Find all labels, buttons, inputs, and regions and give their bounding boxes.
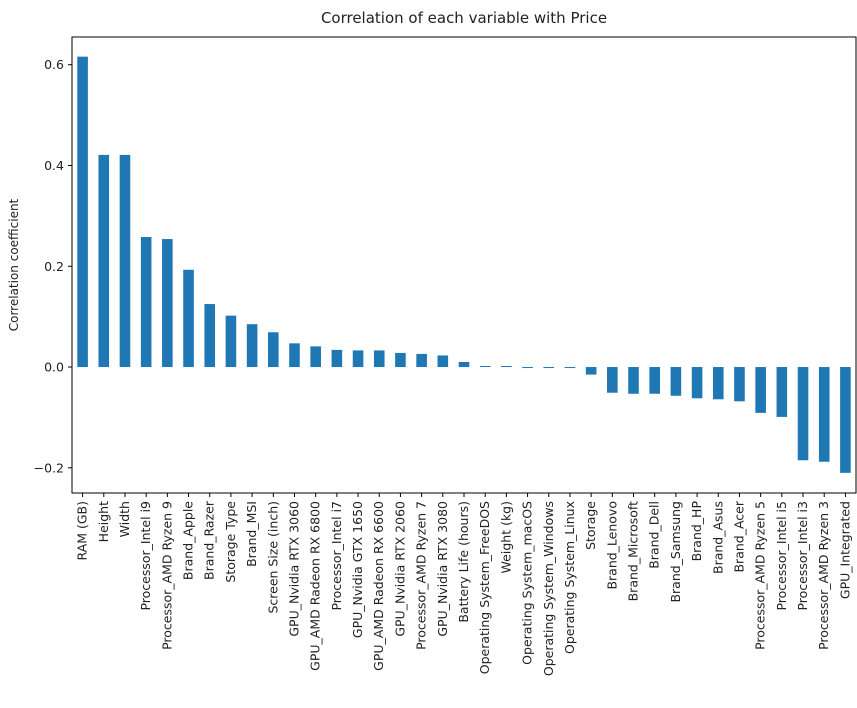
bar — [246, 324, 258, 368]
x-tick-label: Processor_Intel i9 — [138, 501, 153, 611]
x-tick-label: Brand_Microsoft — [626, 501, 641, 601]
bar — [797, 367, 809, 461]
x-tick-label: Width — [117, 501, 132, 537]
y-tick-label: −0.2 — [34, 460, 64, 475]
x-tick-label: Processor_AMD Ryzen 9 — [159, 501, 174, 650]
bar — [119, 154, 131, 368]
x-tick-label: GPU_Nvidia RTX 3060 — [286, 501, 301, 637]
x-tick-label: Height — [96, 501, 111, 542]
bar — [776, 367, 788, 417]
x-tick-label: Brand_Samsung — [668, 501, 683, 603]
bar — [607, 367, 618, 393]
bar — [670, 367, 682, 396]
x-tick-label: Weight (kg) — [498, 501, 513, 573]
bar — [289, 343, 300, 368]
x-tick-label: Processor_Intel i5 — [774, 501, 789, 611]
bar — [458, 361, 470, 368]
bar — [734, 367, 745, 402]
bar — [416, 353, 427, 368]
y-axis-label: Correlation coefficient — [7, 198, 21, 331]
bar — [225, 315, 237, 368]
plot-frame — [71, 36, 857, 494]
bar — [310, 346, 321, 368]
bar — [585, 367, 597, 375]
x-tick-label: Battery Life (hours) — [456, 501, 471, 623]
bar — [437, 355, 449, 368]
bar — [712, 367, 724, 400]
x-tick-label: Processor_Intel i3 — [795, 501, 810, 611]
x-tick-label: Brand_HP — [689, 501, 704, 562]
x-tick-label: Brand_MSI — [244, 501, 259, 567]
x-tick-label: GPU_Nvidia RTX 2060 — [392, 501, 407, 637]
x-tick-label: Brand_Razer — [202, 500, 217, 580]
bar — [395, 352, 406, 368]
y-tick-label: 0.2 — [44, 259, 64, 274]
bar — [543, 367, 555, 369]
x-tick-label: Brand_Acer — [731, 500, 746, 572]
x-tick-label: Operating System_Windows — [541, 501, 556, 676]
bar — [818, 367, 830, 462]
x-tick-label: GPU_Nvidia RTX 3080 — [435, 501, 450, 637]
bar — [691, 367, 703, 399]
bar — [268, 332, 279, 368]
x-tick-label: Brand_Dell — [647, 501, 662, 569]
x-tick-label: Processor_Intel i7 — [329, 501, 344, 611]
bar — [479, 366, 491, 368]
x-tick-label: Storage — [583, 501, 598, 550]
y-tick-label: 0.4 — [44, 158, 64, 173]
x-tick-label: Operating System_FreeDOS — [477, 501, 492, 674]
bar — [501, 366, 512, 368]
x-tick-label: RAM (GB) — [75, 501, 90, 561]
x-tick-label: Operating System_Linux — [562, 501, 577, 654]
x-tick-label: Processor_AMD Ryzen 5 — [753, 501, 768, 650]
bar — [77, 56, 88, 368]
bar — [140, 237, 152, 368]
x-axis: RAM (GB) Height Width Processor_Intel i9 Pro… — [75, 493, 852, 676]
bar — [755, 367, 766, 413]
bar — [162, 239, 173, 368]
bar — [352, 350, 364, 368]
bar — [564, 367, 576, 369]
bar — [331, 349, 343, 368]
bar — [204, 304, 216, 368]
x-tick-label: Processor_AMD Ryzen 7 — [414, 501, 429, 650]
x-tick-label: Storage Type — [223, 501, 238, 583]
y-tick-label: 0.6 — [44, 57, 64, 72]
y-axis: −0.2 0.0 0.2 0.4 0.6 — [34, 57, 72, 475]
bar — [628, 367, 639, 394]
bar — [183, 269, 194, 368]
bar — [373, 350, 385, 368]
bars — [77, 56, 851, 473]
bar — [840, 367, 851, 473]
bar — [98, 154, 110, 368]
y-tick-label: 0.0 — [44, 360, 64, 375]
x-tick-label: Brand_Lenovo — [604, 501, 619, 590]
x-tick-label: Brand_Apple — [181, 501, 196, 580]
x-tick-label: Screen Size (inch) — [265, 501, 280, 614]
x-tick-label: Processor_AMD Ryzen 3 — [816, 501, 831, 650]
x-tick-label: Brand_Asus — [710, 501, 725, 574]
x-tick-label: GPU_AMD Radeon RX 6800 — [308, 501, 323, 671]
x-tick-label: GPU_Nvidia GTX 1650 — [350, 501, 365, 638]
x-tick-label: GPU_AMD Radeon RX 6600 — [371, 501, 386, 671]
x-tick-label: Operating System_macOS — [520, 501, 535, 665]
bar — [649, 367, 660, 394]
x-tick-label: GPU_Integrated — [837, 501, 852, 599]
chart-title: Correlation of each variable with Price — [321, 9, 607, 27]
bar — [522, 367, 533, 369]
